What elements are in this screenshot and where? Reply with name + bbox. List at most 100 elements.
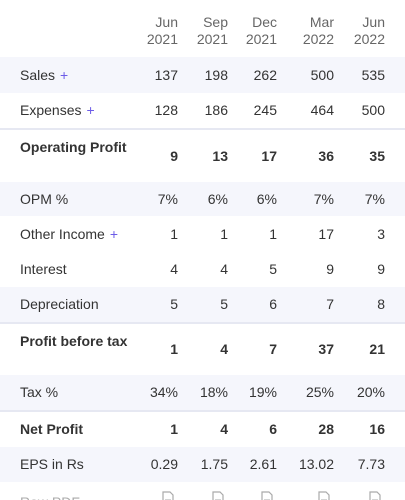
pdf-icon[interactable]: [162, 491, 174, 500]
cell-value: 500: [361, 102, 385, 118]
cell-value: 4: [220, 261, 228, 277]
cell-value: 6%: [256, 190, 277, 207]
row-label-text: Sales: [20, 66, 56, 83]
cell-value: 1: [220, 225, 228, 242]
pdf-icon[interactable]: [318, 491, 330, 500]
cell-value: 7%: [364, 190, 385, 207]
column-header-line: 2022: [353, 31, 385, 47]
row-label: Expenses +: [20, 102, 130, 119]
expand-button[interactable]: +: [109, 225, 119, 242]
column-header-line: 2021: [245, 31, 277, 47]
cell-value: 5: [220, 296, 228, 312]
row-label: Tax %: [20, 384, 130, 401]
row-label-text: Profit before tax: [20, 332, 128, 349]
table-row: Profit before tax 1 4 7 37 21: [0, 322, 405, 377]
cell-value: 17: [261, 147, 277, 164]
row-label: Profit before tax: [20, 333, 130, 350]
cell-value: 262: [253, 66, 277, 83]
cell-value: 3: [377, 225, 385, 242]
pdf-icon[interactable]: [369, 491, 381, 500]
pdf-icon[interactable]: [261, 491, 273, 500]
row-label: EPS in Rs: [20, 456, 130, 473]
cell-value: 9: [377, 261, 385, 277]
table-row: Raw PDF: [0, 482, 405, 500]
column-header: Dec 2021: [217, 14, 277, 48]
cell-value: 198: [204, 66, 228, 83]
cell-value: 535: [361, 66, 385, 83]
cell-value: 7%: [157, 190, 178, 207]
cell-value: 1.75: [200, 456, 228, 472]
cell-value: 5: [269, 261, 277, 277]
expand-button[interactable]: +: [86, 102, 95, 118]
column-header-line: Mar: [309, 14, 334, 30]
pdf-icon[interactable]: [212, 491, 224, 500]
cell-value: 2.61: [249, 456, 277, 472]
table-row: Net Profit 1 4 6 28 16: [0, 410, 405, 449]
cell-value: 4: [170, 261, 178, 277]
cell-value: 7: [269, 341, 277, 357]
column-header-line: Jun: [362, 14, 385, 30]
cell-value: 7: [326, 296, 334, 312]
row-label-text: Depreciation: [20, 296, 99, 312]
row-label: Other Income +: [20, 226, 130, 243]
row-label-text: Other Income: [20, 225, 105, 242]
cell-value: 186: [204, 102, 228, 118]
cell-value: 36: [318, 147, 334, 164]
cell-value: 7.73: [357, 456, 385, 472]
column-header: Jun 2022: [325, 14, 385, 48]
cell-value: 128: [154, 102, 178, 118]
cell-value: 13.02: [298, 456, 334, 472]
table-row: Expenses +128 186 245 464 500: [0, 93, 405, 128]
row-label-text: Net Profit: [20, 421, 83, 437]
row-label: Net Profit: [20, 421, 130, 438]
table-row: Tax % 34% 18% 19% 25% 20%: [0, 375, 405, 410]
row-label: Raw PDF: [20, 494, 130, 500]
cell-value: 37: [318, 341, 334, 357]
cell-value: 0.29: [150, 456, 178, 472]
cell-value: 13: [212, 147, 228, 164]
row-label-text: OPM %: [20, 190, 69, 207]
cell-value: 34%: [149, 384, 178, 400]
cell-value: 20%: [356, 384, 385, 400]
cell-value: 9: [170, 147, 178, 164]
row-label-text: Operating Profit: [20, 139, 127, 155]
column-header-line: Sep: [203, 14, 228, 30]
cell-value: 17: [318, 225, 334, 242]
row-label-text: Interest: [20, 261, 67, 277]
row-label-text: Tax %: [20, 384, 59, 400]
cell-value: 4: [220, 421, 228, 437]
cell-value: 8: [377, 296, 385, 312]
column-header-line: 2021: [196, 31, 228, 47]
column-header-line: 2021: [146, 31, 178, 47]
column-header-line: Jun: [155, 14, 178, 30]
cell-value: 7%: [313, 190, 334, 207]
row-label: Interest: [20, 261, 130, 278]
cell-value: 28: [318, 421, 334, 437]
column-header: Mar 2022: [274, 14, 334, 48]
row-label: Sales +: [20, 67, 130, 84]
cell-value: 1: [170, 225, 178, 242]
row-label: OPM %: [20, 191, 130, 208]
row-label-text: Expenses: [20, 102, 82, 118]
table-row: OPM % 7% 6% 6% 7% 7%: [0, 182, 405, 216]
cell-value: 1: [269, 225, 277, 242]
cell-value: 21: [369, 341, 385, 357]
row-label: Operating Profit: [20, 139, 130, 156]
column-header: Jun 2021: [118, 14, 178, 48]
table-row: EPS in Rs 0.29 1.75 2.61 13.02 7.73: [0, 447, 405, 482]
cell-value: 4: [220, 341, 228, 357]
column-header-line: 2022: [302, 31, 334, 47]
column-header-line: Dec: [252, 14, 277, 30]
expand-button[interactable]: +: [60, 66, 69, 83]
cell-value: 35: [369, 147, 385, 164]
cell-value: 9: [326, 261, 334, 277]
cell-value: 5: [170, 296, 178, 312]
table-row: Interest 4 4 5 9 9: [0, 252, 405, 287]
cell-value: 6%: [207, 190, 228, 207]
row-label-text: Raw PDF: [20, 494, 80, 500]
cell-value: 1: [170, 421, 178, 437]
table-row: Sales +137 198 262 500 535: [0, 57, 405, 93]
table-row: Depreciation 5 5 6 7 8: [0, 287, 405, 322]
table-row: Operating Profit 9 13 17 36 35: [0, 128, 405, 184]
row-label: Depreciation: [20, 296, 130, 313]
